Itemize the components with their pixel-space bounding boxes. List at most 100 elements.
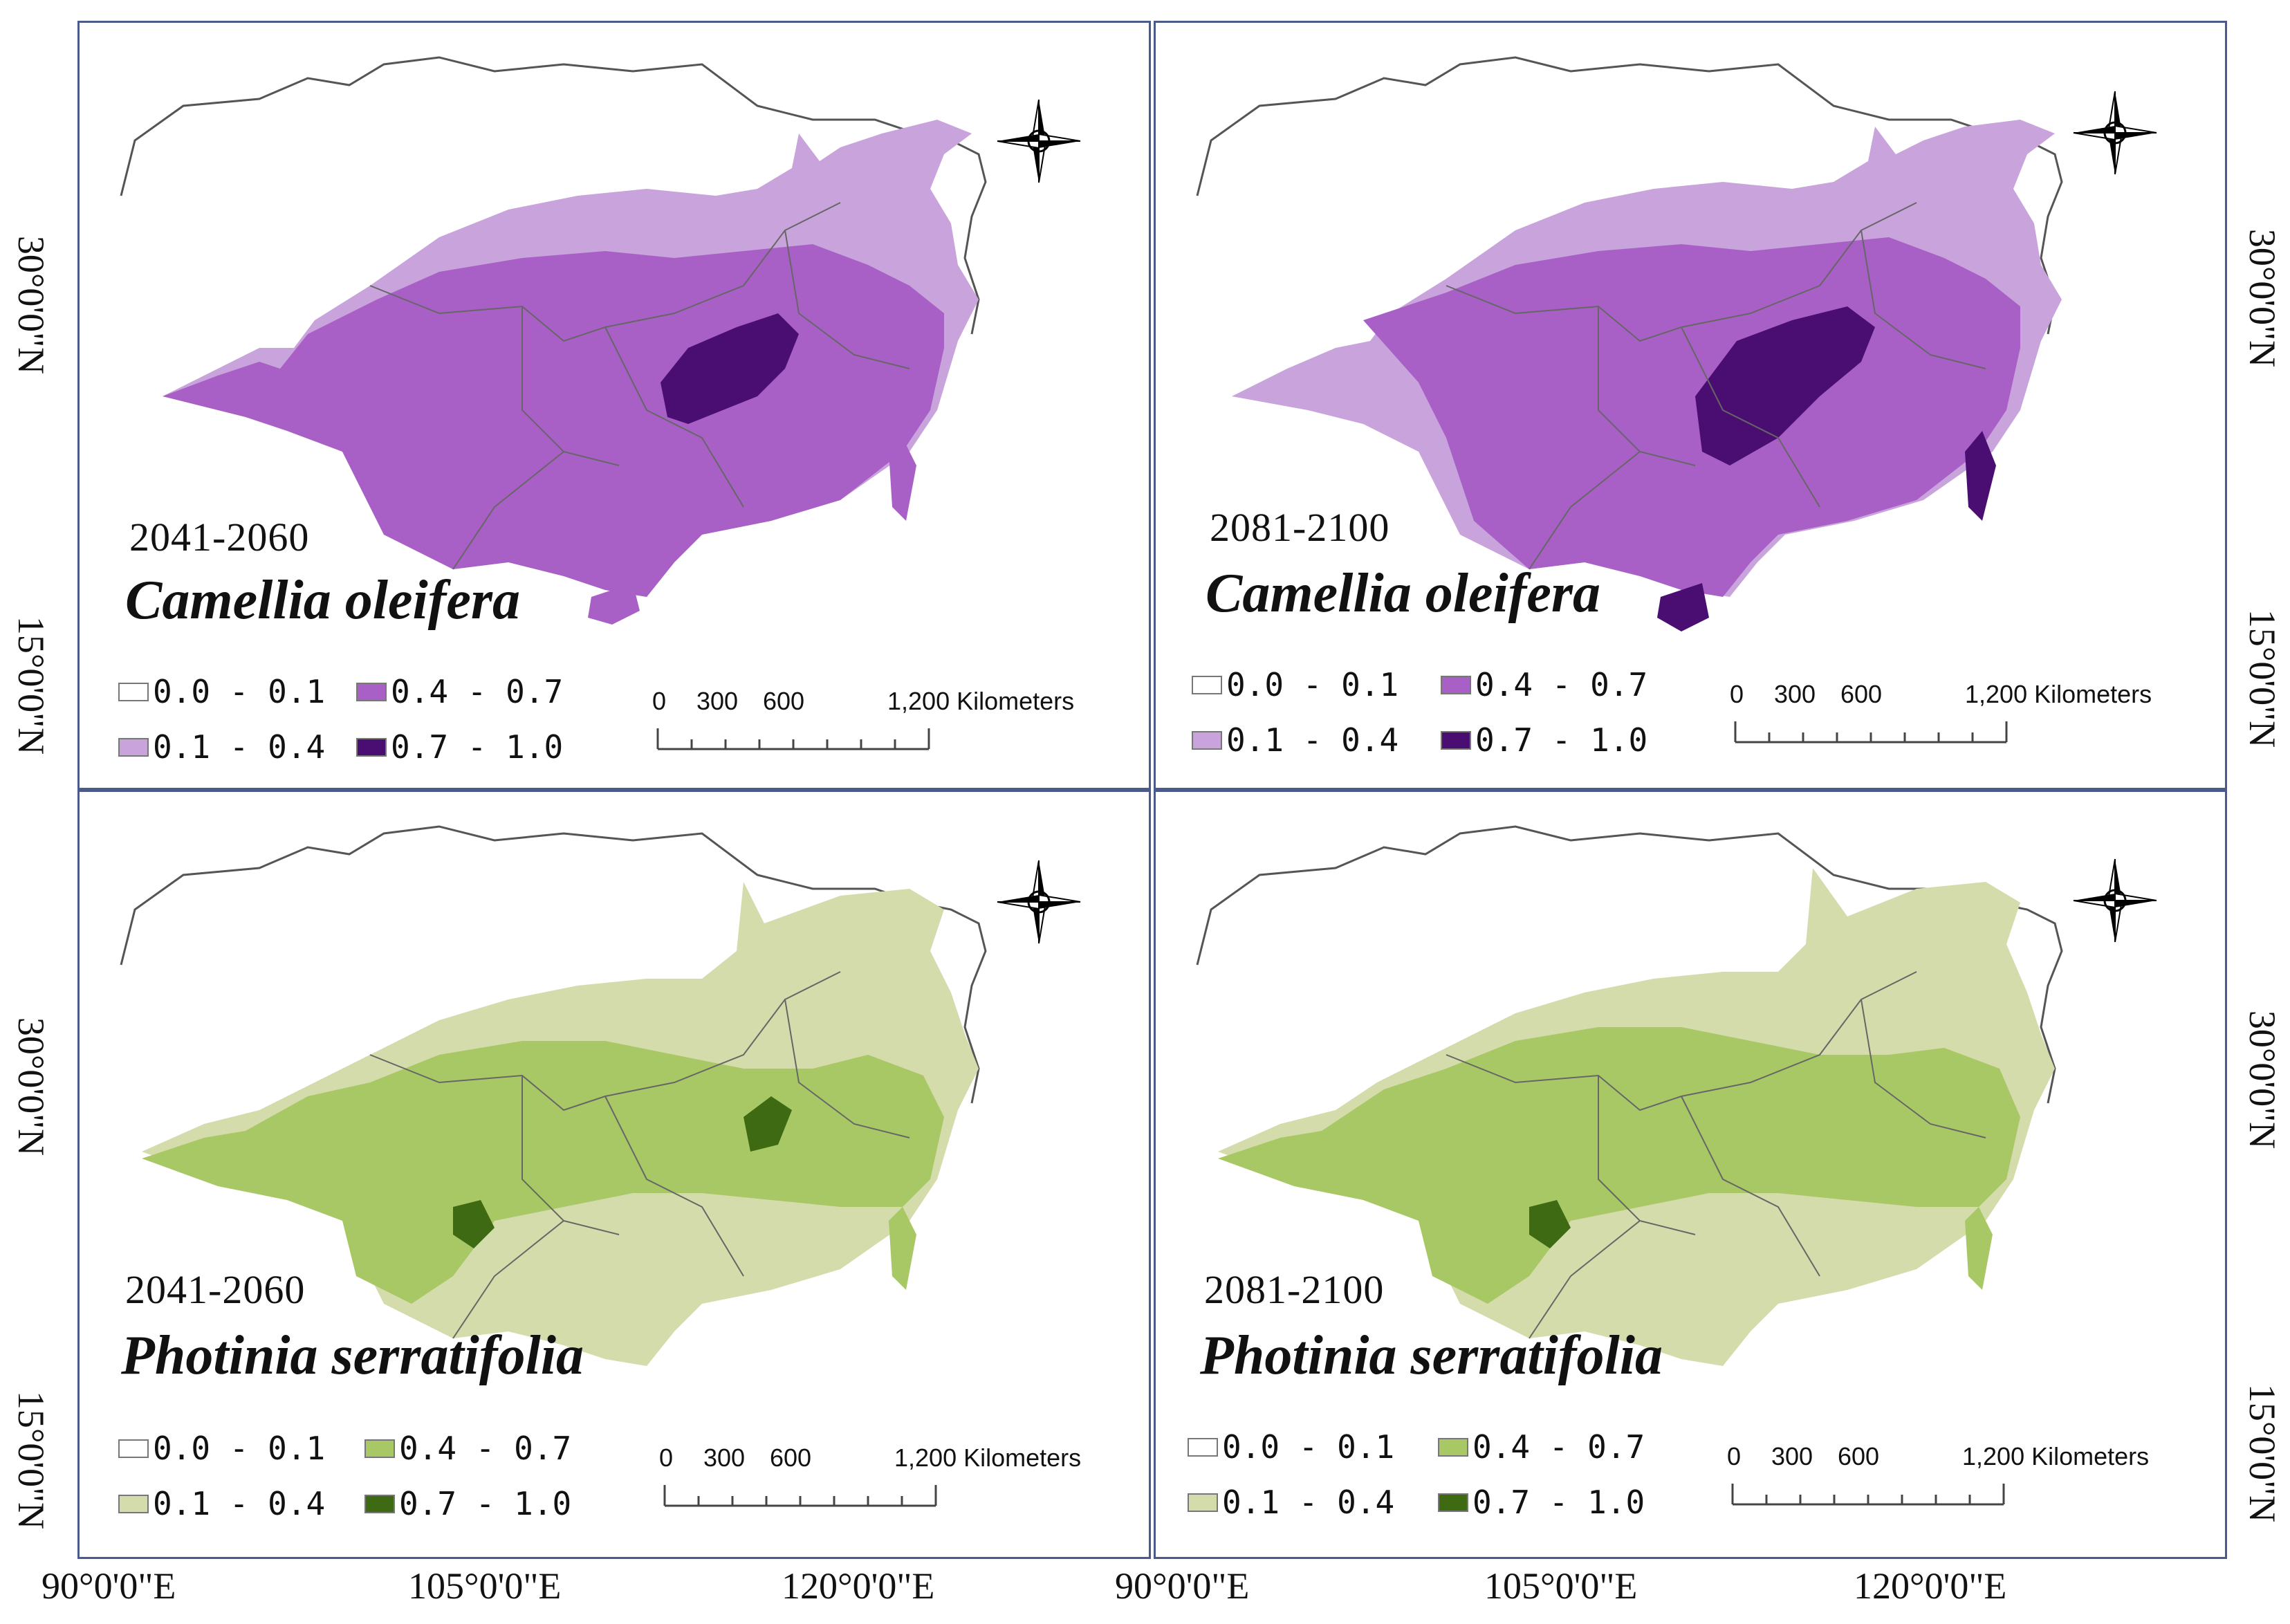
scale-tick-label: 1,200 Kilometers bbox=[894, 1443, 1082, 1472]
legend-item: 0.1 - 0.4 bbox=[118, 1485, 325, 1522]
period-label: 2041-2060 bbox=[129, 515, 310, 560]
scale-tick-label: 0 bbox=[659, 1443, 674, 1472]
north-arrow-compass bbox=[2070, 88, 2160, 178]
legend-swatch bbox=[364, 1439, 395, 1458]
suitability-region bbox=[1657, 583, 1709, 631]
latitude-label: 30°0'0"N bbox=[2242, 228, 2283, 368]
province-boundaries bbox=[1446, 202, 1986, 570]
legend-item: 0.7 - 1.0 bbox=[1441, 721, 1647, 759]
scale-tick-label: 600 bbox=[770, 1443, 812, 1472]
longitude-label: 105°0'0"E bbox=[1484, 1565, 1638, 1607]
latitude-label: 15°0'0"N bbox=[2242, 609, 2283, 748]
suitability-region bbox=[1965, 1207, 1993, 1290]
scale-tick-label: 0 bbox=[652, 687, 667, 715]
distribution-map bbox=[1196, 825, 2063, 1366]
suitability-region bbox=[588, 583, 640, 625]
legend-swatch bbox=[1192, 675, 1222, 694]
longitude-label: 120°0'0"E bbox=[1854, 1565, 2007, 1607]
legend-swatch bbox=[1441, 730, 1471, 750]
legend-item: 0.7 - 1.0 bbox=[356, 728, 563, 766]
scale-tick-label: 300 bbox=[696, 687, 739, 715]
legend-swatch bbox=[118, 682, 149, 701]
latitude-label: 15°0'0"N bbox=[10, 1390, 52, 1530]
species-title: Photinia serratifolia bbox=[121, 1325, 584, 1386]
latitude-label: 15°0'0"N bbox=[10, 616, 52, 755]
legend-swatch bbox=[1188, 1493, 1218, 1512]
legend-swatch bbox=[364, 1494, 395, 1513]
north-arrow-compass bbox=[994, 96, 1084, 186]
legend-item: 0.0 - 0.1 bbox=[1188, 1428, 1394, 1466]
scale-tick-label: 600 bbox=[1840, 680, 1883, 708]
legend-item: 0.0 - 0.1 bbox=[1192, 666, 1398, 703]
legend-swatch bbox=[118, 737, 149, 757]
legend-swatch bbox=[118, 1439, 149, 1458]
legend-swatch bbox=[1441, 675, 1471, 694]
legend-item: 0.7 - 1.0 bbox=[1438, 1484, 1645, 1521]
period-label: 2041-2060 bbox=[125, 1267, 306, 1312]
legend-swatch bbox=[1438, 1437, 1468, 1457]
legend-swatch bbox=[1192, 730, 1222, 750]
legend-swatch bbox=[356, 737, 387, 757]
map-panel: 2081-2100 Photinia serratifolia 0.0 - 0.… bbox=[1154, 790, 2227, 1559]
legend-swatch bbox=[1438, 1493, 1468, 1512]
legend-swatch bbox=[1188, 1437, 1218, 1457]
longitude-label: 120°0'0"E bbox=[782, 1565, 935, 1607]
scale-tick-label: 1,200 Kilometers bbox=[887, 687, 1075, 715]
scale-bar: 0 300 600 1,200 Kilometers bbox=[652, 687, 1074, 756]
species-title: Photinia serratifolia bbox=[1200, 1325, 1663, 1386]
legend-item: 0.0 - 0.1 bbox=[118, 673, 325, 710]
species-title: Camellia oleifera bbox=[125, 570, 521, 631]
scale-tick-label: 1,200 Kilometers bbox=[1965, 680, 2152, 708]
legend-item: 0.1 - 0.4 bbox=[1188, 1484, 1394, 1521]
suitability-region bbox=[889, 438, 916, 521]
suitability-region bbox=[1529, 1200, 1571, 1248]
longitude-label: 90°0'0"E bbox=[41, 1565, 176, 1607]
legend-item: 0.4 - 0.7 bbox=[356, 673, 563, 710]
legend-swatch bbox=[356, 682, 387, 701]
longitude-label: 90°0'0"E bbox=[1115, 1565, 1250, 1607]
scale-tick-label: 300 bbox=[1774, 680, 1816, 708]
province-boundaries bbox=[1446, 971, 1986, 1339]
legend-item: 0.1 - 0.4 bbox=[118, 728, 325, 766]
scale-tick-label: 600 bbox=[763, 687, 805, 715]
suitability-region bbox=[1695, 306, 1875, 465]
map-panel: 2041-2060 Photinia serratifolia 0.0 - 0.… bbox=[77, 790, 1151, 1559]
scale-tick-label: 600 bbox=[1838, 1442, 1880, 1470]
suitability-region bbox=[1218, 1027, 2020, 1304]
province-boundaries bbox=[369, 202, 910, 570]
map-panel: 2081-2100 Camellia oleifera 0.0 - 0.1 0.… bbox=[1154, 21, 2227, 790]
longitude-label: 105°0'0"E bbox=[408, 1565, 562, 1607]
legend-swatch bbox=[118, 1494, 149, 1513]
suitability-region bbox=[889, 1207, 916, 1290]
province-boundaries bbox=[369, 971, 910, 1339]
country-outline bbox=[120, 56, 987, 335]
scale-bar: 0 300 600 1,200 Kilometers bbox=[659, 1443, 1081, 1513]
period-label: 2081-2100 bbox=[1204, 1267, 1385, 1312]
distribution-map bbox=[120, 825, 987, 1366]
legend-item: 0.1 - 0.4 bbox=[1192, 721, 1398, 759]
scale-bar: 0 300 600 1,200 Kilometers bbox=[1730, 680, 2152, 749]
latitude-label: 30°0'0"N bbox=[10, 1017, 52, 1156]
suitability-region bbox=[661, 313, 799, 424]
suitability-region bbox=[744, 1096, 792, 1152]
map-panel: 2041-2060 Camellia oleifera 0.0 - 0.1 0.… bbox=[77, 21, 1151, 790]
species-title: Camellia oleifera bbox=[1206, 563, 1601, 624]
suitability-region bbox=[453, 1200, 495, 1248]
scale-tick-label: 300 bbox=[703, 1443, 746, 1472]
scale-tick-label: 1,200 Kilometers bbox=[1962, 1442, 2150, 1470]
scale-bar: 0 300 600 1,200 Kilometers bbox=[1727, 1442, 2149, 1511]
latitude-label: 15°0'0"N bbox=[2242, 1383, 2283, 1523]
legend-item: 0.0 - 0.1 bbox=[118, 1430, 325, 1467]
north-arrow-compass bbox=[994, 857, 1084, 947]
country-outline bbox=[1196, 825, 2063, 1104]
latitude-label: 30°0'0"N bbox=[2242, 1010, 2283, 1150]
distribution-map bbox=[120, 56, 987, 625]
legend-item: 0.4 - 0.7 bbox=[1438, 1428, 1645, 1466]
period-label: 2081-2100 bbox=[1210, 505, 1390, 550]
north-arrow-compass bbox=[2070, 856, 2160, 945]
country-outline bbox=[1196, 56, 2063, 335]
suitability-region bbox=[1965, 431, 1996, 521]
distribution-map bbox=[1196, 56, 2063, 631]
scale-tick-label: 0 bbox=[1727, 1442, 1742, 1470]
legend-item: 0.4 - 0.7 bbox=[1441, 666, 1647, 703]
